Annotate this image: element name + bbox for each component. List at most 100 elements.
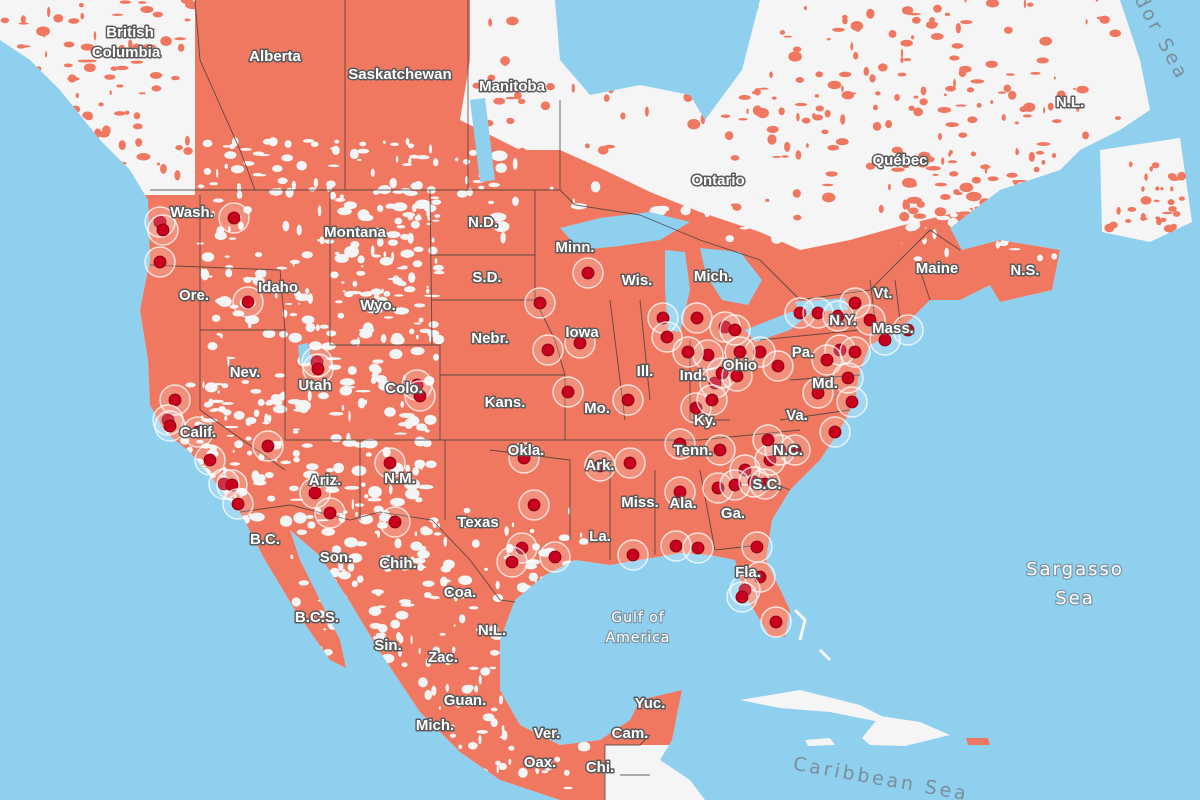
coverage-spot [63, 41, 75, 48]
location-marker[interactable] [222, 488, 254, 520]
coverage-spot [249, 513, 253, 518]
coverage-spot [324, 239, 335, 244]
coverage-spot [449, 733, 456, 738]
coverage-spot [240, 147, 252, 151]
location-marker[interactable] [564, 327, 596, 359]
coverage-spot [401, 265, 408, 268]
location-marker[interactable] [144, 246, 176, 278]
location-marker[interactable] [682, 532, 714, 564]
location-marker[interactable] [692, 339, 724, 371]
coverage-spot [370, 288, 383, 296]
coverage-spot [303, 470, 319, 479]
coverage-spot [1155, 186, 1160, 191]
location-marker[interactable] [721, 360, 753, 392]
coverage-spot [906, 196, 922, 204]
location-marker[interactable] [762, 350, 794, 382]
coverage-spot [746, 108, 749, 114]
location-marker[interactable] [664, 428, 696, 460]
coverage-spot [779, 30, 786, 35]
location-marker[interactable] [892, 314, 924, 346]
location-marker[interactable] [839, 336, 871, 368]
location-marker[interactable] [539, 541, 571, 573]
coverage-spot [934, 207, 947, 217]
location-marker[interactable] [704, 434, 736, 466]
location-marker[interactable] [672, 336, 704, 368]
location-marker[interactable] [741, 531, 773, 563]
location-marker[interactable] [738, 466, 770, 498]
location-marker[interactable] [617, 539, 649, 571]
location-marker[interactable] [496, 546, 528, 578]
coverage-spot [767, 134, 777, 145]
location-marker[interactable] [760, 606, 792, 638]
coverage-spot [687, 119, 701, 130]
coverage-spot [400, 233, 411, 240]
coverage-spot [563, 786, 573, 790]
coverage-spot [292, 262, 295, 267]
coverage-spot [151, 85, 162, 92]
location-marker[interactable] [216, 469, 248, 501]
location-marker[interactable] [232, 286, 264, 318]
location-marker[interactable] [681, 302, 713, 334]
location-marker[interactable] [552, 376, 584, 408]
region-label: Ver. [534, 725, 561, 742]
location-marker[interactable] [159, 384, 191, 416]
location-marker[interactable] [252, 430, 284, 462]
location-marker[interactable] [664, 476, 696, 508]
location-marker[interactable] [301, 346, 333, 378]
location-marker[interactable] [819, 416, 851, 448]
location-marker[interactable] [147, 214, 179, 246]
location-marker[interactable] [508, 442, 540, 474]
location-marker[interactable] [518, 489, 550, 521]
location-marker[interactable] [724, 336, 756, 368]
coverage-spot [842, 16, 848, 25]
location-marker[interactable] [749, 468, 781, 500]
location-marker[interactable] [680, 392, 712, 424]
location-marker[interactable] [612, 384, 644, 416]
location-marker[interactable] [802, 377, 834, 409]
location-marker[interactable] [832, 362, 864, 394]
coverage-spot [769, 71, 773, 78]
location-marker[interactable] [506, 532, 538, 564]
coverage-spot [903, 58, 912, 62]
coverage-spot [427, 329, 440, 338]
location-marker[interactable] [726, 581, 758, 613]
location-marker[interactable] [532, 334, 564, 366]
location-marker[interactable] [194, 444, 226, 476]
coverage-spot [394, 217, 403, 225]
location-marker[interactable] [182, 416, 214, 448]
location-marker[interactable] [404, 380, 436, 412]
location-marker[interactable] [822, 300, 854, 332]
region-label: Ind. [680, 367, 707, 384]
coverage-spot [376, 237, 384, 247]
location-marker[interactable] [374, 447, 406, 479]
location-marker[interactable] [302, 353, 334, 385]
location-marker[interactable] [752, 424, 784, 456]
location-marker[interactable] [218, 202, 250, 234]
coverage-spot [252, 276, 265, 286]
location-marker[interactable] [572, 257, 604, 289]
coverage-spot [289, 498, 304, 501]
region-label: Maine [916, 260, 959, 277]
coverage-spot [1035, 150, 1045, 155]
location-marker[interactable] [614, 447, 646, 479]
location-marker[interactable] [696, 384, 728, 416]
coverage-spot [267, 495, 276, 502]
region-label: Sin. [374, 637, 402, 654]
coverage-spot [478, 734, 482, 745]
coverage-spot [113, 111, 126, 116]
location-marker[interactable] [379, 506, 411, 538]
location-marker[interactable] [779, 434, 811, 466]
coverage-spot [1037, 254, 1044, 262]
coverage-spot [541, 770, 549, 774]
location-marker[interactable] [584, 450, 616, 482]
coverage-spot [959, 182, 974, 193]
location-marker[interactable] [839, 287, 871, 319]
coverage-spot [1051, 253, 1058, 260]
location-marker[interactable] [314, 497, 346, 529]
location-marker[interactable] [524, 287, 556, 319]
region-label: Nebr. [471, 330, 509, 347]
location-marker[interactable] [836, 386, 868, 418]
coverage-spot [1156, 218, 1162, 226]
coverage-spot [496, 764, 499, 774]
